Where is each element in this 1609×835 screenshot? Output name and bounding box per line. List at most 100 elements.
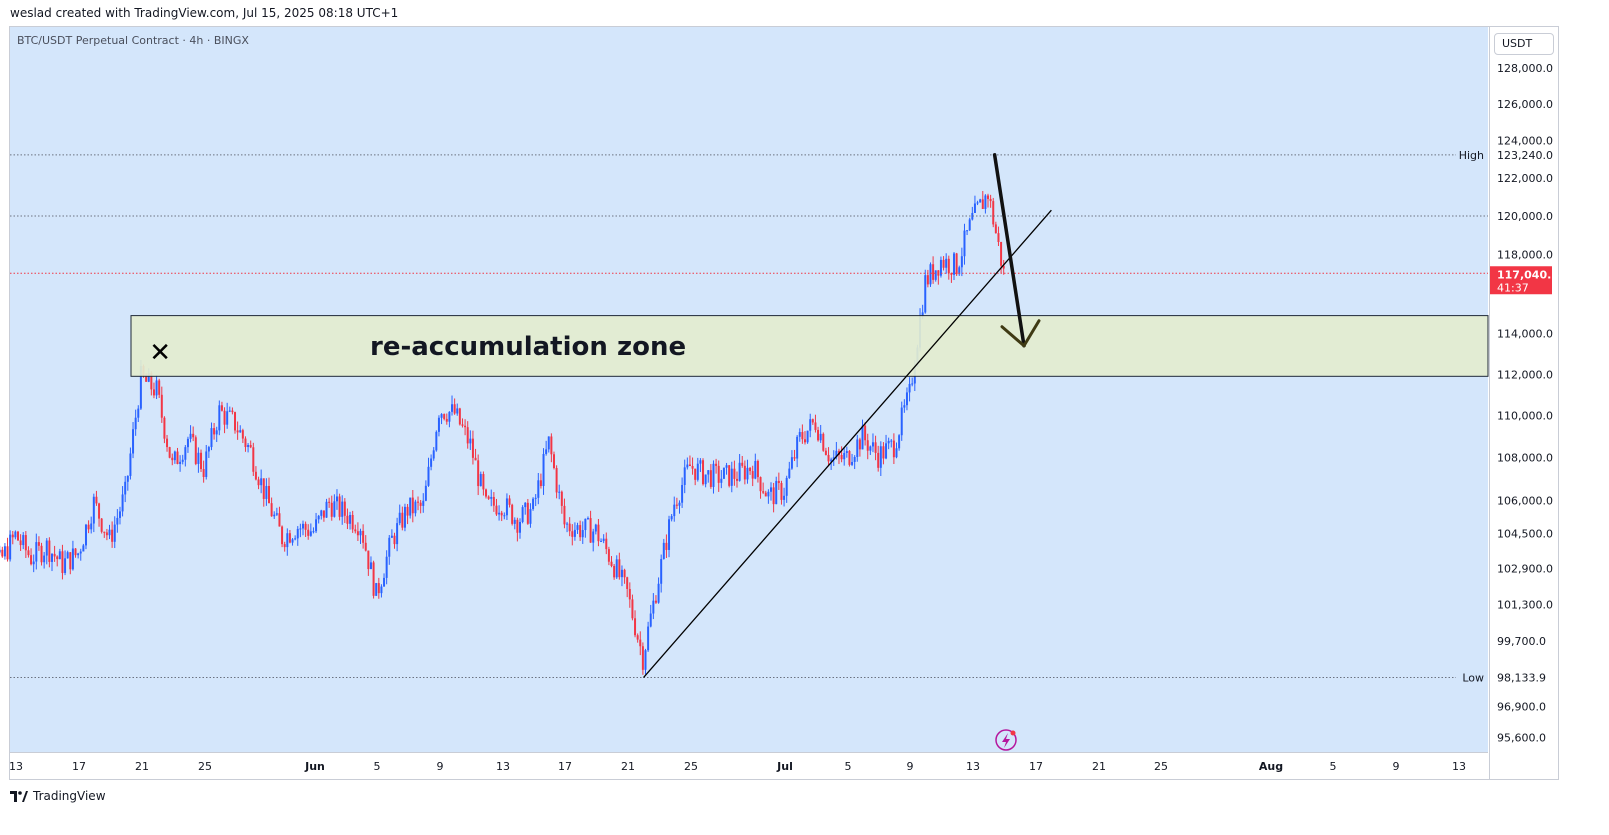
- candle-body: [79, 551, 82, 554]
- candle-body: [495, 505, 498, 515]
- candle-body: [817, 429, 820, 441]
- candle-body: [288, 533, 291, 543]
- candle-body: [249, 445, 252, 448]
- candle-body: [960, 256, 963, 268]
- candle-body: [466, 427, 469, 444]
- candle-body: [210, 428, 213, 448]
- candle-body: [270, 503, 273, 517]
- time-tick: 17: [1029, 760, 1043, 773]
- candle-body: [69, 552, 72, 570]
- candle-body: [309, 531, 312, 536]
- candle-body: [869, 446, 872, 451]
- candle-body: [871, 442, 874, 447]
- candle-body: [330, 502, 333, 517]
- tradingview-logo[interactable]: TradingView: [10, 789, 106, 803]
- candle-body: [338, 496, 341, 517]
- candle-body: [997, 233, 1000, 242]
- candle-body: [576, 525, 579, 530]
- candle-body: [942, 259, 945, 268]
- candle-body: [691, 465, 694, 469]
- high-label-bg: [1456, 146, 1488, 163]
- candle-body: [851, 461, 854, 465]
- candle-body: [503, 515, 506, 517]
- candle-body: [694, 468, 697, 480]
- candle-body: [955, 253, 958, 275]
- candle-body: [307, 529, 310, 536]
- candle-body: [364, 542, 367, 551]
- candle-body: [861, 425, 864, 450]
- candle-body: [688, 464, 691, 466]
- candle-body: [581, 530, 584, 538]
- candle-body: [168, 447, 171, 458]
- candle-body: [830, 459, 833, 462]
- price-tick: 114,000.0: [1497, 328, 1553, 341]
- candle-body: [471, 438, 474, 458]
- candle-body: [247, 445, 250, 448]
- down-arrow-shaft: [992, 153, 1026, 348]
- tradingview-logo-icon: [10, 790, 28, 802]
- candle-body: [401, 512, 404, 528]
- tradingview-logo-text: TradingView: [33, 789, 106, 803]
- candle-body: [566, 523, 569, 525]
- candle-body: [934, 270, 937, 280]
- candle-body: [50, 553, 53, 562]
- candle-body: [699, 460, 702, 464]
- candle-body: [440, 414, 443, 418]
- candle-body: [858, 439, 861, 450]
- candle-body: [532, 498, 535, 510]
- candle-body: [945, 258, 948, 268]
- candle-body: [205, 451, 208, 477]
- candle-body: [856, 439, 859, 458]
- candles-layer: [0, 191, 1005, 675]
- time-tick: 13: [9, 760, 23, 773]
- candle-body: [252, 447, 255, 472]
- candle-body: [840, 454, 843, 460]
- candle-body: [586, 518, 589, 520]
- candle-body: [958, 267, 961, 275]
- plot-area[interactable]: [10, 27, 1488, 752]
- candle-body: [981, 199, 984, 209]
- candle-body: [166, 438, 169, 448]
- candle-body: [432, 450, 435, 459]
- candle-body: [966, 230, 969, 232]
- candle-body: [17, 531, 19, 541]
- currency-button[interactable]: USDT: [1494, 33, 1554, 55]
- candle-body: [453, 404, 456, 414]
- candle-body: [560, 491, 563, 506]
- candle-body: [712, 463, 715, 487]
- time-tick: Jul: [776, 760, 793, 773]
- candle-body: [722, 467, 725, 479]
- candle-body: [529, 509, 532, 524]
- candle-body: [780, 483, 783, 500]
- candle-body: [45, 540, 48, 556]
- candle-body: [485, 489, 488, 497]
- candle-body: [775, 480, 778, 505]
- candle-body: [435, 431, 438, 451]
- price-tick: 126,000.0: [1497, 98, 1553, 111]
- low-label: Low: [1462, 672, 1484, 685]
- zone-label: re-accumulation zone: [370, 332, 686, 362]
- last-price-countdown: 41:37: [1497, 281, 1529, 294]
- candle-body: [639, 639, 642, 647]
- candle-body: [620, 569, 623, 578]
- candle-body: [547, 436, 550, 450]
- candle-body: [346, 515, 349, 524]
- candle-body: [184, 447, 187, 460]
- candle-body: [895, 448, 898, 458]
- candle-body: [600, 540, 603, 542]
- candle-body: [9, 534, 12, 560]
- candle-body: [87, 524, 90, 530]
- price-tick: 104,500.0: [1497, 527, 1553, 540]
- symbol-title: BTC/USDT Perpetual Contract · 4h · BINGX: [17, 34, 249, 47]
- candle-body: [260, 478, 263, 486]
- candle-body: [474, 457, 477, 461]
- candle-body: [6, 546, 9, 560]
- candle-body: [634, 618, 637, 636]
- time-axis[interactable]: [10, 752, 1488, 779]
- candle-body: [803, 439, 806, 443]
- candle-body: [228, 410, 231, 412]
- candle-body: [163, 417, 166, 439]
- candle-body: [654, 600, 657, 603]
- candle-body: [35, 542, 38, 562]
